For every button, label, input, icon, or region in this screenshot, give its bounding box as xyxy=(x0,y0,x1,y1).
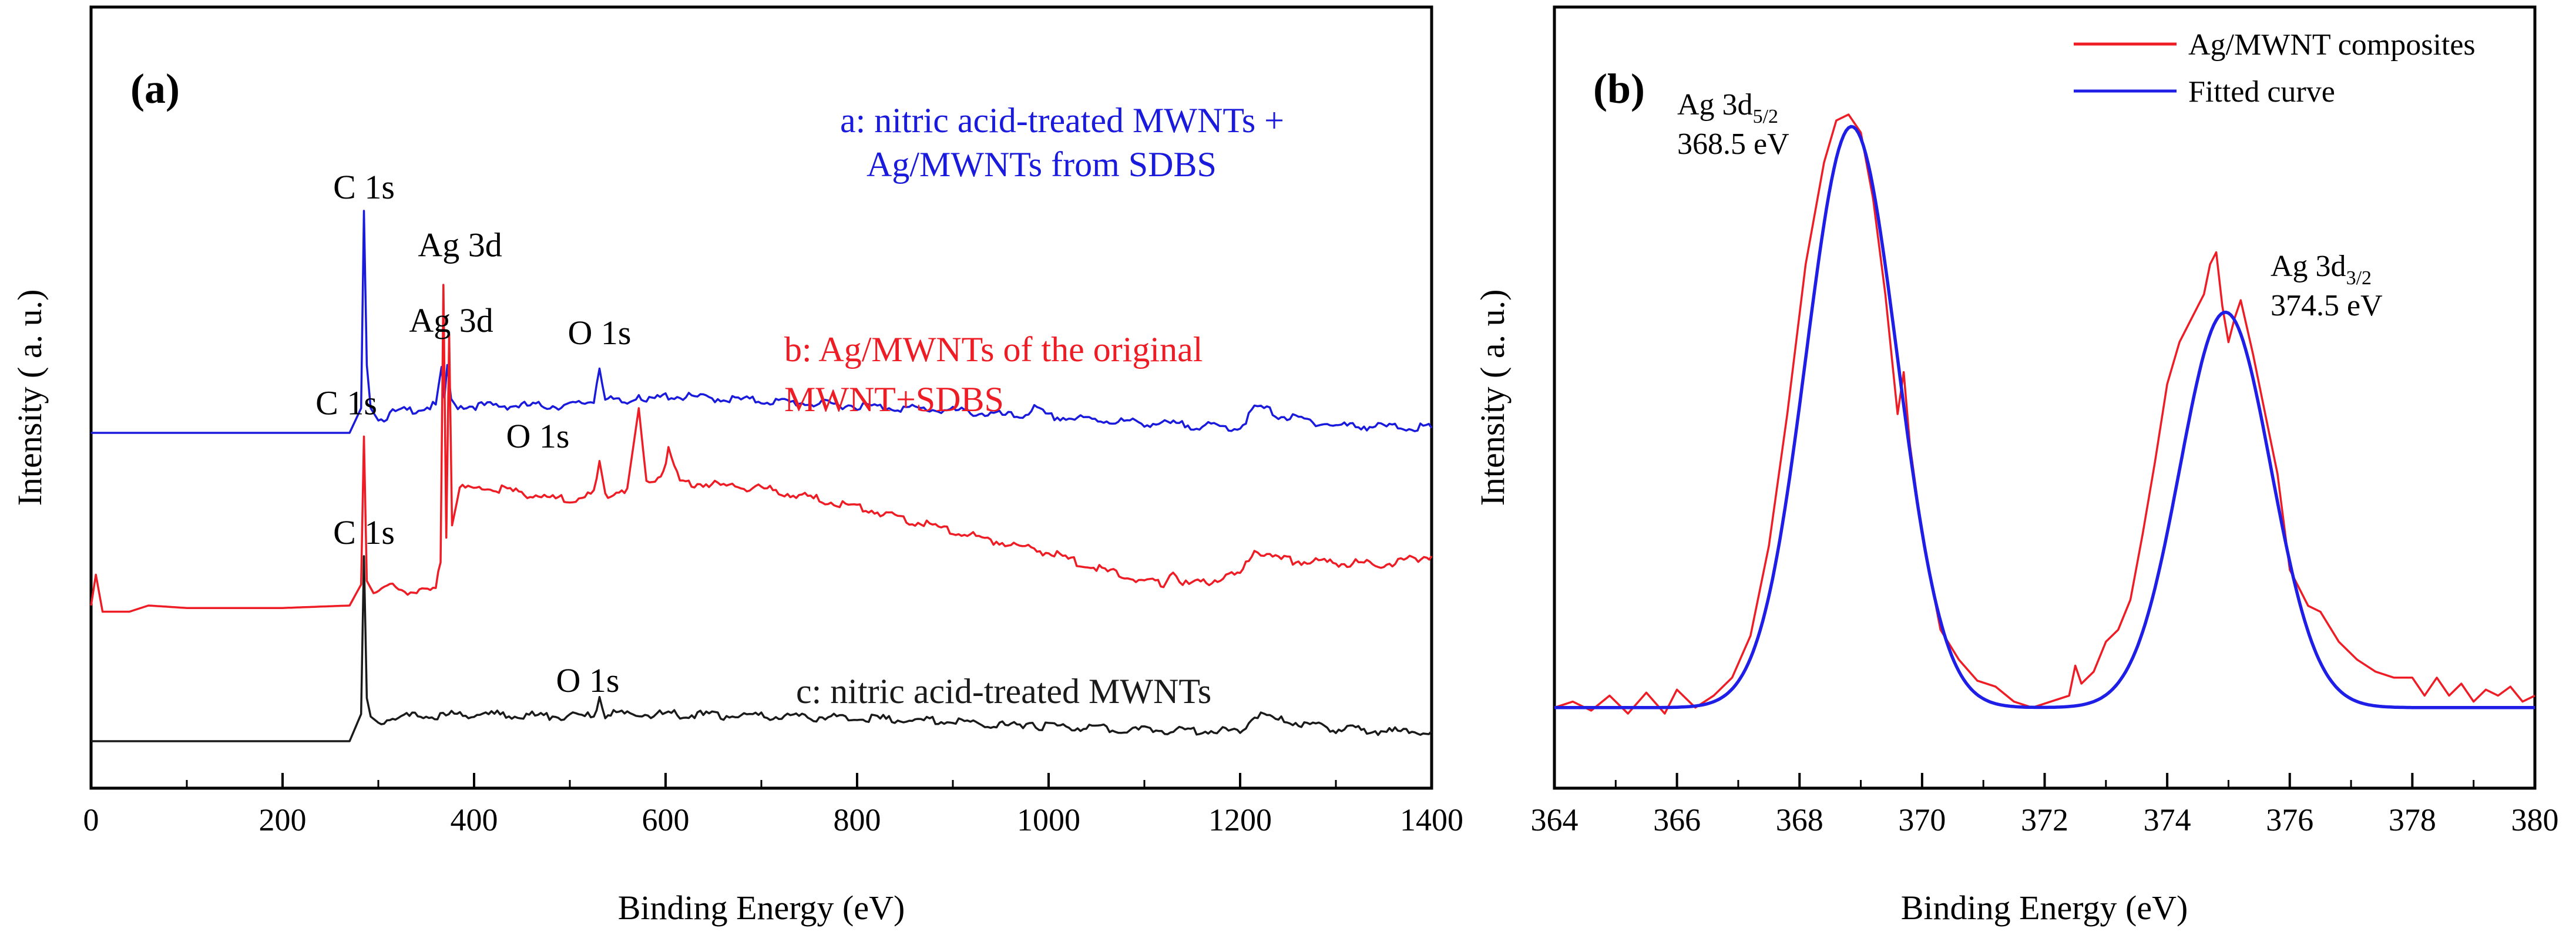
legend-b-line1: b: Ag/MWNTs of the original xyxy=(784,330,1203,369)
x-tick-label-a-1000: 1000 xyxy=(1017,802,1080,838)
x-tick-label-b-376: 376 xyxy=(2266,802,2313,838)
fitted-curve xyxy=(1554,125,2535,709)
x-tick-label-a-0: 0 xyxy=(83,802,99,838)
spectrum-a-line xyxy=(91,210,1433,434)
plot-frame-b xyxy=(1553,5,2537,790)
peak-label-a_c1s: C 1s xyxy=(333,168,395,206)
legend-a-line1: a: nitric acid-treated MWNTs + xyxy=(840,101,1284,140)
legend-c-line1: c: nitric acid-treated MWNTs xyxy=(796,672,1211,711)
panel-label-a: (a) xyxy=(130,65,180,112)
peak-label-b_c1s: C 1s xyxy=(315,384,377,422)
peak-label-c_c1s: C 1s xyxy=(333,513,395,551)
x-tick-labels-b: 364 366 368 370 372 374 376 378 380 xyxy=(1531,802,2559,838)
y-axis-label-a: Intensity ( a. u.) xyxy=(11,290,49,506)
legend-b-line2: MWNT+SDBS xyxy=(784,380,1004,419)
x-tick-label-a-1400: 1400 xyxy=(1400,802,1463,838)
peak2-label: Ag 3d3/2 xyxy=(2271,250,2372,289)
x-tick-label-b-380: 380 xyxy=(2511,802,2559,838)
x-tick-label-b-370: 370 xyxy=(1898,802,1946,838)
x-tick-label-a-200: 200 xyxy=(259,802,307,838)
panel-b: 364 366 368 370 372 374 376 378 380 (b) Ag/MWNT … xyxy=(1473,5,2559,927)
x-tick-label-b-368: 368 xyxy=(1776,802,1823,838)
peak2-energy: 374.5 eV xyxy=(2271,289,2383,322)
peak1-energy: 368.5 eV xyxy=(1677,127,1789,161)
x-tick-label-b-372: 372 xyxy=(2021,802,2068,838)
x-tick-label-a-1200: 1200 xyxy=(1208,802,1272,838)
x-tick-label-b-374: 374 xyxy=(2144,802,2191,838)
series-group-a xyxy=(90,210,1433,742)
peak-label-b_o1s: O 1s xyxy=(506,417,570,455)
y-axis-label-b: Intensity ( a. u.) xyxy=(1473,290,1512,506)
peak-label-b_ag3d: Ag 3d xyxy=(418,226,502,264)
x-tick-label-a-600: 600 xyxy=(642,802,690,838)
legend-a-line2: Ag/MWNTs from SDBS xyxy=(866,145,1217,184)
x-ticks-a xyxy=(90,773,1433,788)
x-tick-label-a-400: 400 xyxy=(451,802,498,838)
spectrum-b-line xyxy=(90,284,1433,613)
x-tick-labels-a: 0 200 400 600 800 1000 1200 1400 xyxy=(83,802,1464,838)
composites-curve xyxy=(1554,113,2535,715)
x-tick-label-b-378: 378 xyxy=(2389,802,2436,838)
series-group-b xyxy=(1554,113,2535,715)
peak-label-c_o1s: O 1s xyxy=(556,661,620,699)
x-axis-label-b: Binding Energy (eV) xyxy=(1901,889,2188,927)
x-axis-label-a: Binding Energy (eV) xyxy=(618,889,905,927)
peak-labels-a: C 1s Ag 3d O 1s Ag 3d C 1s O 1s C 1s O 1s xyxy=(315,168,631,699)
peak-label-a_ag3d: Ag 3d xyxy=(409,301,493,339)
x-tick-label-b-366: 366 xyxy=(1653,802,1701,838)
legend-label-fitted: Fitted curve xyxy=(2188,75,2335,109)
peak-label-a_o1s: O 1s xyxy=(568,314,632,352)
x-ticks-b xyxy=(1553,773,2536,788)
peak1-label: Ag 3d5/2 xyxy=(1677,88,1778,127)
panel-a: 0 200 400 600 800 1000 1200 1400 C 1s Ag 3d O 1s A… xyxy=(11,5,1464,927)
legend-label-composites: Ag/MWNT composites xyxy=(2188,28,2476,62)
x-tick-label-a-800: 800 xyxy=(834,802,881,838)
spectrum-c-line xyxy=(91,555,1433,742)
panel-label-b: (b) xyxy=(1593,65,1645,112)
x-tick-label-b-364: 364 xyxy=(1531,802,1578,838)
